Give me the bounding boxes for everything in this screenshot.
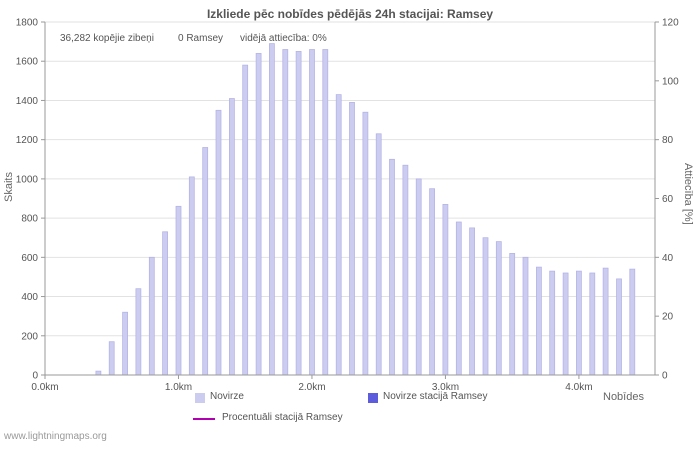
svg-text:1400: 1400 <box>16 96 39 107</box>
svg-text:200: 200 <box>21 331 38 342</box>
svg-text:0.0km: 0.0km <box>31 382 58 393</box>
legend-swatch-novirze-station <box>368 393 378 403</box>
y-axis-label-right: Attiecība [%] <box>682 163 694 225</box>
bar-series-novirze <box>95 43 636 376</box>
svg-text:1800: 1800 <box>16 18 39 29</box>
tick-labels: 0 200 400 600 800 1000 1200 1400 1600 1800 0 20 40 60… <box>16 18 679 394</box>
chart-title: Izkliede pēc nobīdes pēdējās 24h stacija… <box>206 7 494 21</box>
svg-text:0: 0 <box>32 371 38 382</box>
svg-text:1.0km: 1.0km <box>165 382 192 393</box>
svg-text:800: 800 <box>21 214 38 225</box>
annotation-total-strikes: 36,282 kopējie zibeņi <box>60 33 154 44</box>
svg-text:0: 0 <box>662 371 668 382</box>
svg-text:1000: 1000 <box>16 174 39 185</box>
svg-text:400: 400 <box>21 292 38 303</box>
svg-text:120: 120 <box>662 18 679 29</box>
annotation-average-ratio: vidējā attiecība: 0% <box>240 33 327 44</box>
y-axis-label-left: Skaits <box>3 172 15 202</box>
svg-text:60: 60 <box>662 194 674 205</box>
svg-text:3.0km: 3.0km <box>432 382 459 393</box>
x-axis-label: Nobīdes <box>603 391 644 403</box>
watermark: www.lightningmaps.org <box>4 431 107 442</box>
legend-label-novirze: Novirze <box>210 391 244 402</box>
svg-text:4.0km: 4.0km <box>565 382 592 393</box>
svg-text:2.0km: 2.0km <box>298 382 325 393</box>
svg-text:1200: 1200 <box>16 135 39 146</box>
legend-swatch-percent-line <box>193 418 215 420</box>
legend-label-percent-line: Procentuāli stacijā Ramsey <box>222 412 343 423</box>
svg-text:1600: 1600 <box>16 57 39 68</box>
legend-label-novirze-station: Novirze stacijā Ramsey <box>383 391 488 402</box>
svg-text:20: 20 <box>662 312 674 323</box>
annotation-station-strikes: 0 Ramsey <box>178 33 224 44</box>
legend-swatch-novirze <box>195 393 205 403</box>
svg-text:600: 600 <box>21 253 38 264</box>
svg-text:40: 40 <box>662 253 674 264</box>
axes <box>41 21 659 379</box>
svg-text:80: 80 <box>662 135 674 146</box>
svg-text:100: 100 <box>662 76 679 87</box>
